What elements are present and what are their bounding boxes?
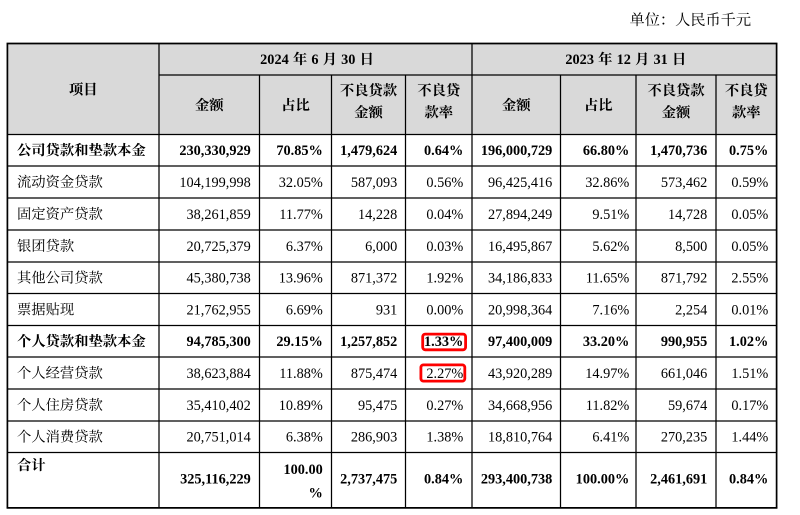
svg-text:587,093: 587,093	[351, 175, 397, 191]
svg-text:38,261,859: 38,261,859	[186, 207, 250, 223]
svg-text:0.75%: 0.75%	[729, 143, 768, 159]
svg-text:2,737,475: 2,737,475	[340, 471, 397, 487]
svg-text:1.33%: 1.33%	[424, 334, 463, 350]
svg-text:33.20%: 33.20%	[583, 334, 629, 350]
svg-text:871,372: 871,372	[351, 271, 397, 287]
svg-text:11.77%: 11.77%	[279, 207, 323, 223]
svg-text:11.88%: 11.88%	[279, 366, 323, 382]
svg-text:70.85%: 70.85%	[276, 143, 322, 159]
svg-text:10.89%: 10.89%	[279, 398, 323, 414]
svg-text:196,000,729: 196,000,729	[481, 143, 552, 159]
svg-text:1.38%: 1.38%	[426, 430, 463, 446]
svg-text:6.38%: 6.38%	[286, 430, 323, 446]
svg-text:0.84%: 0.84%	[729, 471, 768, 487]
svg-text:2,254: 2,254	[675, 302, 707, 318]
svg-text:%: %	[309, 485, 323, 501]
svg-text:0.03%: 0.03%	[426, 239, 463, 255]
svg-text:0.05%: 0.05%	[731, 207, 768, 223]
svg-text:6,000: 6,000	[365, 239, 397, 255]
svg-text:871,792: 871,792	[661, 271, 707, 287]
svg-text:20,751,014: 20,751,014	[186, 430, 250, 446]
svg-text:0.04%: 0.04%	[426, 207, 463, 223]
svg-text:104,199,998: 104,199,998	[179, 175, 250, 191]
svg-text:66.80%: 66.80%	[583, 143, 629, 159]
svg-text:20,998,364: 20,998,364	[488, 302, 552, 318]
svg-text:2023: 2023	[565, 52, 594, 68]
svg-text:27,894,249: 27,894,249	[488, 207, 552, 223]
svg-text:2024: 2024	[260, 52, 289, 68]
svg-text:0.17%: 0.17%	[731, 398, 768, 414]
svg-text:32.05%: 32.05%	[279, 175, 323, 191]
svg-text:0.01%: 0.01%	[731, 302, 768, 318]
svg-text:21,762,955: 21,762,955	[186, 302, 250, 318]
svg-text:35,410,402: 35,410,402	[186, 398, 250, 414]
svg-text:325,116,229: 325,116,229	[180, 471, 251, 487]
svg-text:6.69%: 6.69%	[286, 302, 323, 318]
svg-text:0.64%: 0.64%	[424, 143, 463, 159]
svg-text:2.55%: 2.55%	[731, 271, 768, 287]
svg-text:45,380,738: 45,380,738	[186, 271, 250, 287]
svg-text:20,725,379: 20,725,379	[186, 239, 250, 255]
svg-text:100.00%: 100.00%	[576, 471, 630, 487]
svg-text:2,461,691: 2,461,691	[650, 471, 707, 487]
svg-text:990,955: 990,955	[661, 334, 707, 350]
svg-text:293,400,738: 293,400,738	[481, 471, 552, 487]
svg-text:95,475: 95,475	[358, 398, 397, 414]
svg-text:30: 30	[341, 52, 355, 68]
svg-text:573,462: 573,462	[661, 175, 707, 191]
svg-text:11.82%: 11.82%	[586, 398, 630, 414]
svg-text:661,046: 661,046	[661, 366, 707, 382]
svg-text:1.51%: 1.51%	[731, 366, 768, 382]
svg-text:1.02%: 1.02%	[729, 334, 768, 350]
svg-text:16,495,867: 16,495,867	[488, 239, 552, 255]
svg-text:1.92%: 1.92%	[426, 271, 463, 287]
svg-text:875,474: 875,474	[351, 366, 397, 382]
svg-text:8,500: 8,500	[675, 239, 707, 255]
svg-text:14,228: 14,228	[358, 207, 397, 223]
svg-text:34,186,833: 34,186,833	[488, 271, 552, 287]
svg-text:100.00: 100.00	[283, 462, 322, 478]
svg-text:18,810,764: 18,810,764	[488, 430, 552, 446]
svg-text:6.37%: 6.37%	[286, 239, 323, 255]
svg-text:34,668,956: 34,668,956	[488, 398, 552, 414]
svg-text:29.15%: 29.15%	[276, 334, 322, 350]
svg-text:0.59%: 0.59%	[731, 175, 768, 191]
svg-text:6: 6	[311, 52, 318, 68]
svg-text:0.56%: 0.56%	[426, 175, 463, 191]
svg-text:97,400,009: 97,400,009	[488, 334, 552, 350]
svg-text:230,330,929: 230,330,929	[179, 143, 250, 159]
svg-text:5.62%: 5.62%	[592, 239, 629, 255]
svg-text:12: 12	[617, 52, 631, 68]
svg-text:13.96%: 13.96%	[279, 271, 323, 287]
svg-text:59,674: 59,674	[668, 398, 707, 414]
svg-text:931: 931	[376, 302, 397, 318]
svg-text:7.16%: 7.16%	[592, 302, 629, 318]
svg-text:2.27%: 2.27%	[426, 366, 463, 382]
svg-text:1.44%: 1.44%	[731, 430, 768, 446]
svg-text:1,470,736: 1,470,736	[650, 143, 707, 159]
svg-text:14,728: 14,728	[668, 207, 707, 223]
svg-text:14.97%: 14.97%	[585, 366, 629, 382]
svg-text:270,235: 270,235	[661, 430, 707, 446]
svg-text:0.84%: 0.84%	[424, 471, 463, 487]
svg-text:94,785,300: 94,785,300	[186, 334, 250, 350]
svg-text:6.41%: 6.41%	[592, 430, 629, 446]
svg-text:11.65%: 11.65%	[586, 271, 630, 287]
svg-text:1,257,852: 1,257,852	[340, 334, 397, 350]
svg-text:1,479,624: 1,479,624	[340, 143, 397, 159]
svg-text:31: 31	[653, 52, 667, 68]
svg-text:43,920,289: 43,920,289	[488, 366, 552, 382]
svg-text:0.00%: 0.00%	[426, 302, 463, 318]
svg-text:286,903: 286,903	[351, 430, 397, 446]
svg-text:9.51%: 9.51%	[592, 207, 629, 223]
svg-text:96,425,416: 96,425,416	[488, 175, 552, 191]
svg-text:38,623,884: 38,623,884	[186, 366, 250, 382]
svg-text:0.27%: 0.27%	[426, 398, 463, 414]
svg-text:0.05%: 0.05%	[731, 239, 768, 255]
svg-text:32.86%: 32.86%	[585, 175, 629, 191]
